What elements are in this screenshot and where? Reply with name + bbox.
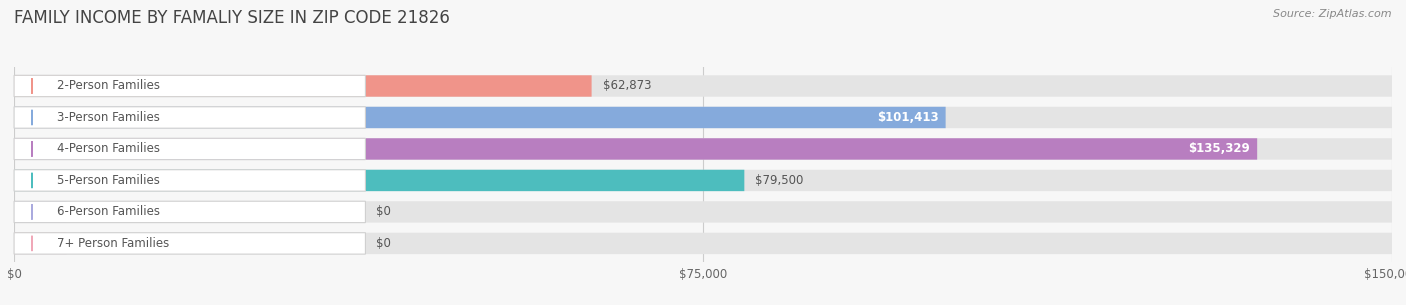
FancyBboxPatch shape <box>14 75 592 97</box>
Text: 2-Person Families: 2-Person Families <box>56 80 160 92</box>
FancyBboxPatch shape <box>14 233 1392 254</box>
Text: $79,500: $79,500 <box>755 174 804 187</box>
Text: $135,329: $135,329 <box>1188 142 1250 156</box>
FancyBboxPatch shape <box>14 107 946 128</box>
Text: $101,413: $101,413 <box>877 111 939 124</box>
FancyBboxPatch shape <box>14 138 1392 160</box>
Text: 7+ Person Families: 7+ Person Families <box>56 237 169 250</box>
FancyBboxPatch shape <box>14 170 1392 191</box>
Text: Source: ZipAtlas.com: Source: ZipAtlas.com <box>1274 9 1392 19</box>
FancyBboxPatch shape <box>14 75 1392 97</box>
Text: FAMILY INCOME BY FAMALIY SIZE IN ZIP CODE 21826: FAMILY INCOME BY FAMALIY SIZE IN ZIP COD… <box>14 9 450 27</box>
FancyBboxPatch shape <box>14 138 1257 160</box>
FancyBboxPatch shape <box>14 138 366 160</box>
FancyBboxPatch shape <box>14 107 1392 128</box>
FancyBboxPatch shape <box>14 107 366 128</box>
Text: 6-Person Families: 6-Person Families <box>56 206 160 218</box>
Text: $0: $0 <box>377 237 391 250</box>
FancyBboxPatch shape <box>14 75 366 97</box>
Text: 3-Person Families: 3-Person Families <box>56 111 160 124</box>
FancyBboxPatch shape <box>14 201 366 223</box>
Text: $62,873: $62,873 <box>603 80 651 92</box>
Text: 5-Person Families: 5-Person Families <box>56 174 160 187</box>
Text: $0: $0 <box>377 206 391 218</box>
FancyBboxPatch shape <box>14 170 744 191</box>
FancyBboxPatch shape <box>14 201 1392 223</box>
Text: 4-Person Families: 4-Person Families <box>56 142 160 156</box>
FancyBboxPatch shape <box>14 170 366 191</box>
FancyBboxPatch shape <box>14 201 66 223</box>
FancyBboxPatch shape <box>14 233 366 254</box>
FancyBboxPatch shape <box>14 233 66 254</box>
